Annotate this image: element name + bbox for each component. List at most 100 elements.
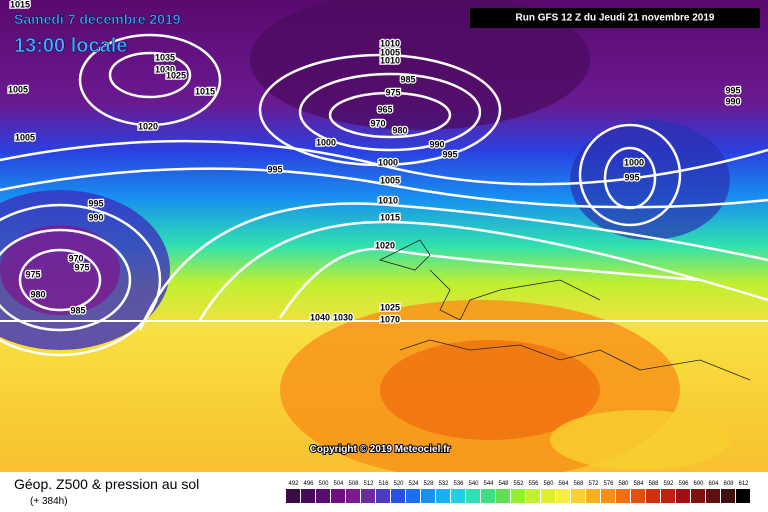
isobar-label: 1010	[380, 38, 400, 48]
legend-swatch	[631, 489, 645, 503]
legend-swatch	[571, 489, 585, 503]
legend-swatch	[466, 489, 480, 503]
time: 13:00 locale	[14, 35, 127, 57]
legend-label: 516	[378, 481, 389, 487]
legend-label: 500	[318, 481, 329, 487]
isobar-label: 1015	[195, 86, 215, 96]
legend-swatch	[391, 489, 405, 503]
isobar-label: 1025	[166, 70, 186, 80]
legend-label: 584	[633, 481, 644, 487]
footer-title: Géop. Z500 & pression au sol	[14, 476, 199, 492]
isobar-label: 1010	[380, 55, 400, 65]
run-info: Run GFS 12 Z du Jeudi 21 novembre 2019	[516, 13, 715, 24]
legend-swatch	[376, 489, 390, 503]
legend-swatch	[316, 489, 330, 503]
legend-swatch	[301, 489, 315, 503]
high-area	[550, 410, 730, 470]
low-area	[570, 120, 730, 240]
isobar-label: 980	[392, 125, 407, 135]
legend-swatch	[436, 489, 450, 503]
isobar-label: 1035	[155, 52, 175, 62]
footer-subtitle: (+ 384h)	[30, 496, 68, 507]
isobar-label: 995	[442, 149, 457, 159]
legend-label: 560	[543, 481, 554, 487]
isobar-label: 995	[88, 198, 103, 208]
legend-swatch	[601, 489, 615, 503]
legend-swatch	[346, 489, 360, 503]
isobar-label: 1005	[380, 175, 400, 185]
isobar-label: 1005	[15, 132, 35, 142]
legend-swatch	[331, 489, 345, 503]
isobar-label: 970	[68, 253, 83, 263]
run-box	[470, 8, 760, 28]
isobar-label: 975	[74, 262, 89, 272]
high-core	[380, 340, 600, 440]
legend-label: 492	[288, 481, 299, 487]
legend-label: 564	[558, 481, 569, 487]
legend-label: 576	[603, 481, 614, 487]
low-area	[250, 0, 590, 130]
copyright: Copyright © 2019 Meteociel.fr	[310, 444, 451, 455]
coastlines	[378, 239, 751, 381]
legend-swatch	[496, 489, 510, 503]
legend-swatch	[661, 489, 675, 503]
legend-swatch	[406, 489, 420, 503]
legend-label: 588	[648, 481, 659, 487]
legend-swatch	[286, 489, 300, 503]
isobar-label: 980	[30, 289, 45, 299]
isobar-label: 975	[385, 87, 400, 97]
legend-swatch	[541, 489, 555, 503]
isobar-label: 995	[725, 85, 740, 95]
legend-swatch	[676, 489, 690, 503]
isobar-label: 1000	[624, 157, 644, 167]
isobar-label: 1015	[10, 0, 30, 9]
isobar-label: 1005	[380, 47, 400, 57]
isobar-label: 985	[400, 74, 415, 84]
legend-label: 600	[693, 481, 704, 487]
isobar-label: 965	[377, 104, 392, 114]
legend-label: 504	[333, 481, 344, 487]
isobar-label: 1020	[375, 240, 395, 250]
legend-label: 612	[738, 481, 749, 487]
legend-label: 508	[348, 481, 359, 487]
legend-swatch	[511, 489, 525, 503]
legend-swatch	[361, 489, 375, 503]
legend-label: 532	[438, 481, 449, 487]
isobar-label: 985	[70, 305, 85, 315]
legend-label: 520	[393, 481, 404, 487]
legend-swatch	[736, 489, 750, 503]
legend-label: 596	[678, 481, 689, 487]
low-core	[0, 225, 120, 315]
legend-label: 580	[618, 481, 629, 487]
legend-swatch	[706, 489, 720, 503]
isobar-label: 995	[267, 164, 282, 174]
legend-label: 568	[573, 481, 584, 487]
isobar-label: 1005	[8, 84, 28, 94]
legend-label: 544	[483, 481, 494, 487]
legend-swatch	[451, 489, 465, 503]
isobar-label: 1030	[333, 312, 353, 322]
isobar-label: 1015	[380, 212, 400, 222]
legend-swatch	[691, 489, 705, 503]
isobar-label: 990	[88, 212, 103, 222]
isobar-label: 1000	[316, 137, 336, 147]
isobar-label: 1030	[155, 64, 175, 74]
isobar-label: 995	[624, 172, 639, 182]
legend-label: 592	[663, 481, 674, 487]
isobar-label: 1010	[378, 195, 398, 205]
legend-swatch	[646, 489, 660, 503]
legend-swatch	[616, 489, 630, 503]
legend-label: 528	[423, 481, 434, 487]
legend-label: 496	[303, 481, 314, 487]
legend-swatch	[526, 489, 540, 503]
isobars	[0, 33, 768, 357]
legend-swatch	[556, 489, 570, 503]
date: Samedi 7 décembre 2019	[14, 11, 181, 27]
isobar-label: 975	[25, 269, 40, 279]
isobar-label: 1020	[138, 121, 158, 131]
isobar-label: 990	[725, 96, 740, 106]
legend-label: 572	[588, 481, 599, 487]
legend-label: 540	[468, 481, 479, 487]
isobar-label: 1070	[380, 314, 400, 324]
